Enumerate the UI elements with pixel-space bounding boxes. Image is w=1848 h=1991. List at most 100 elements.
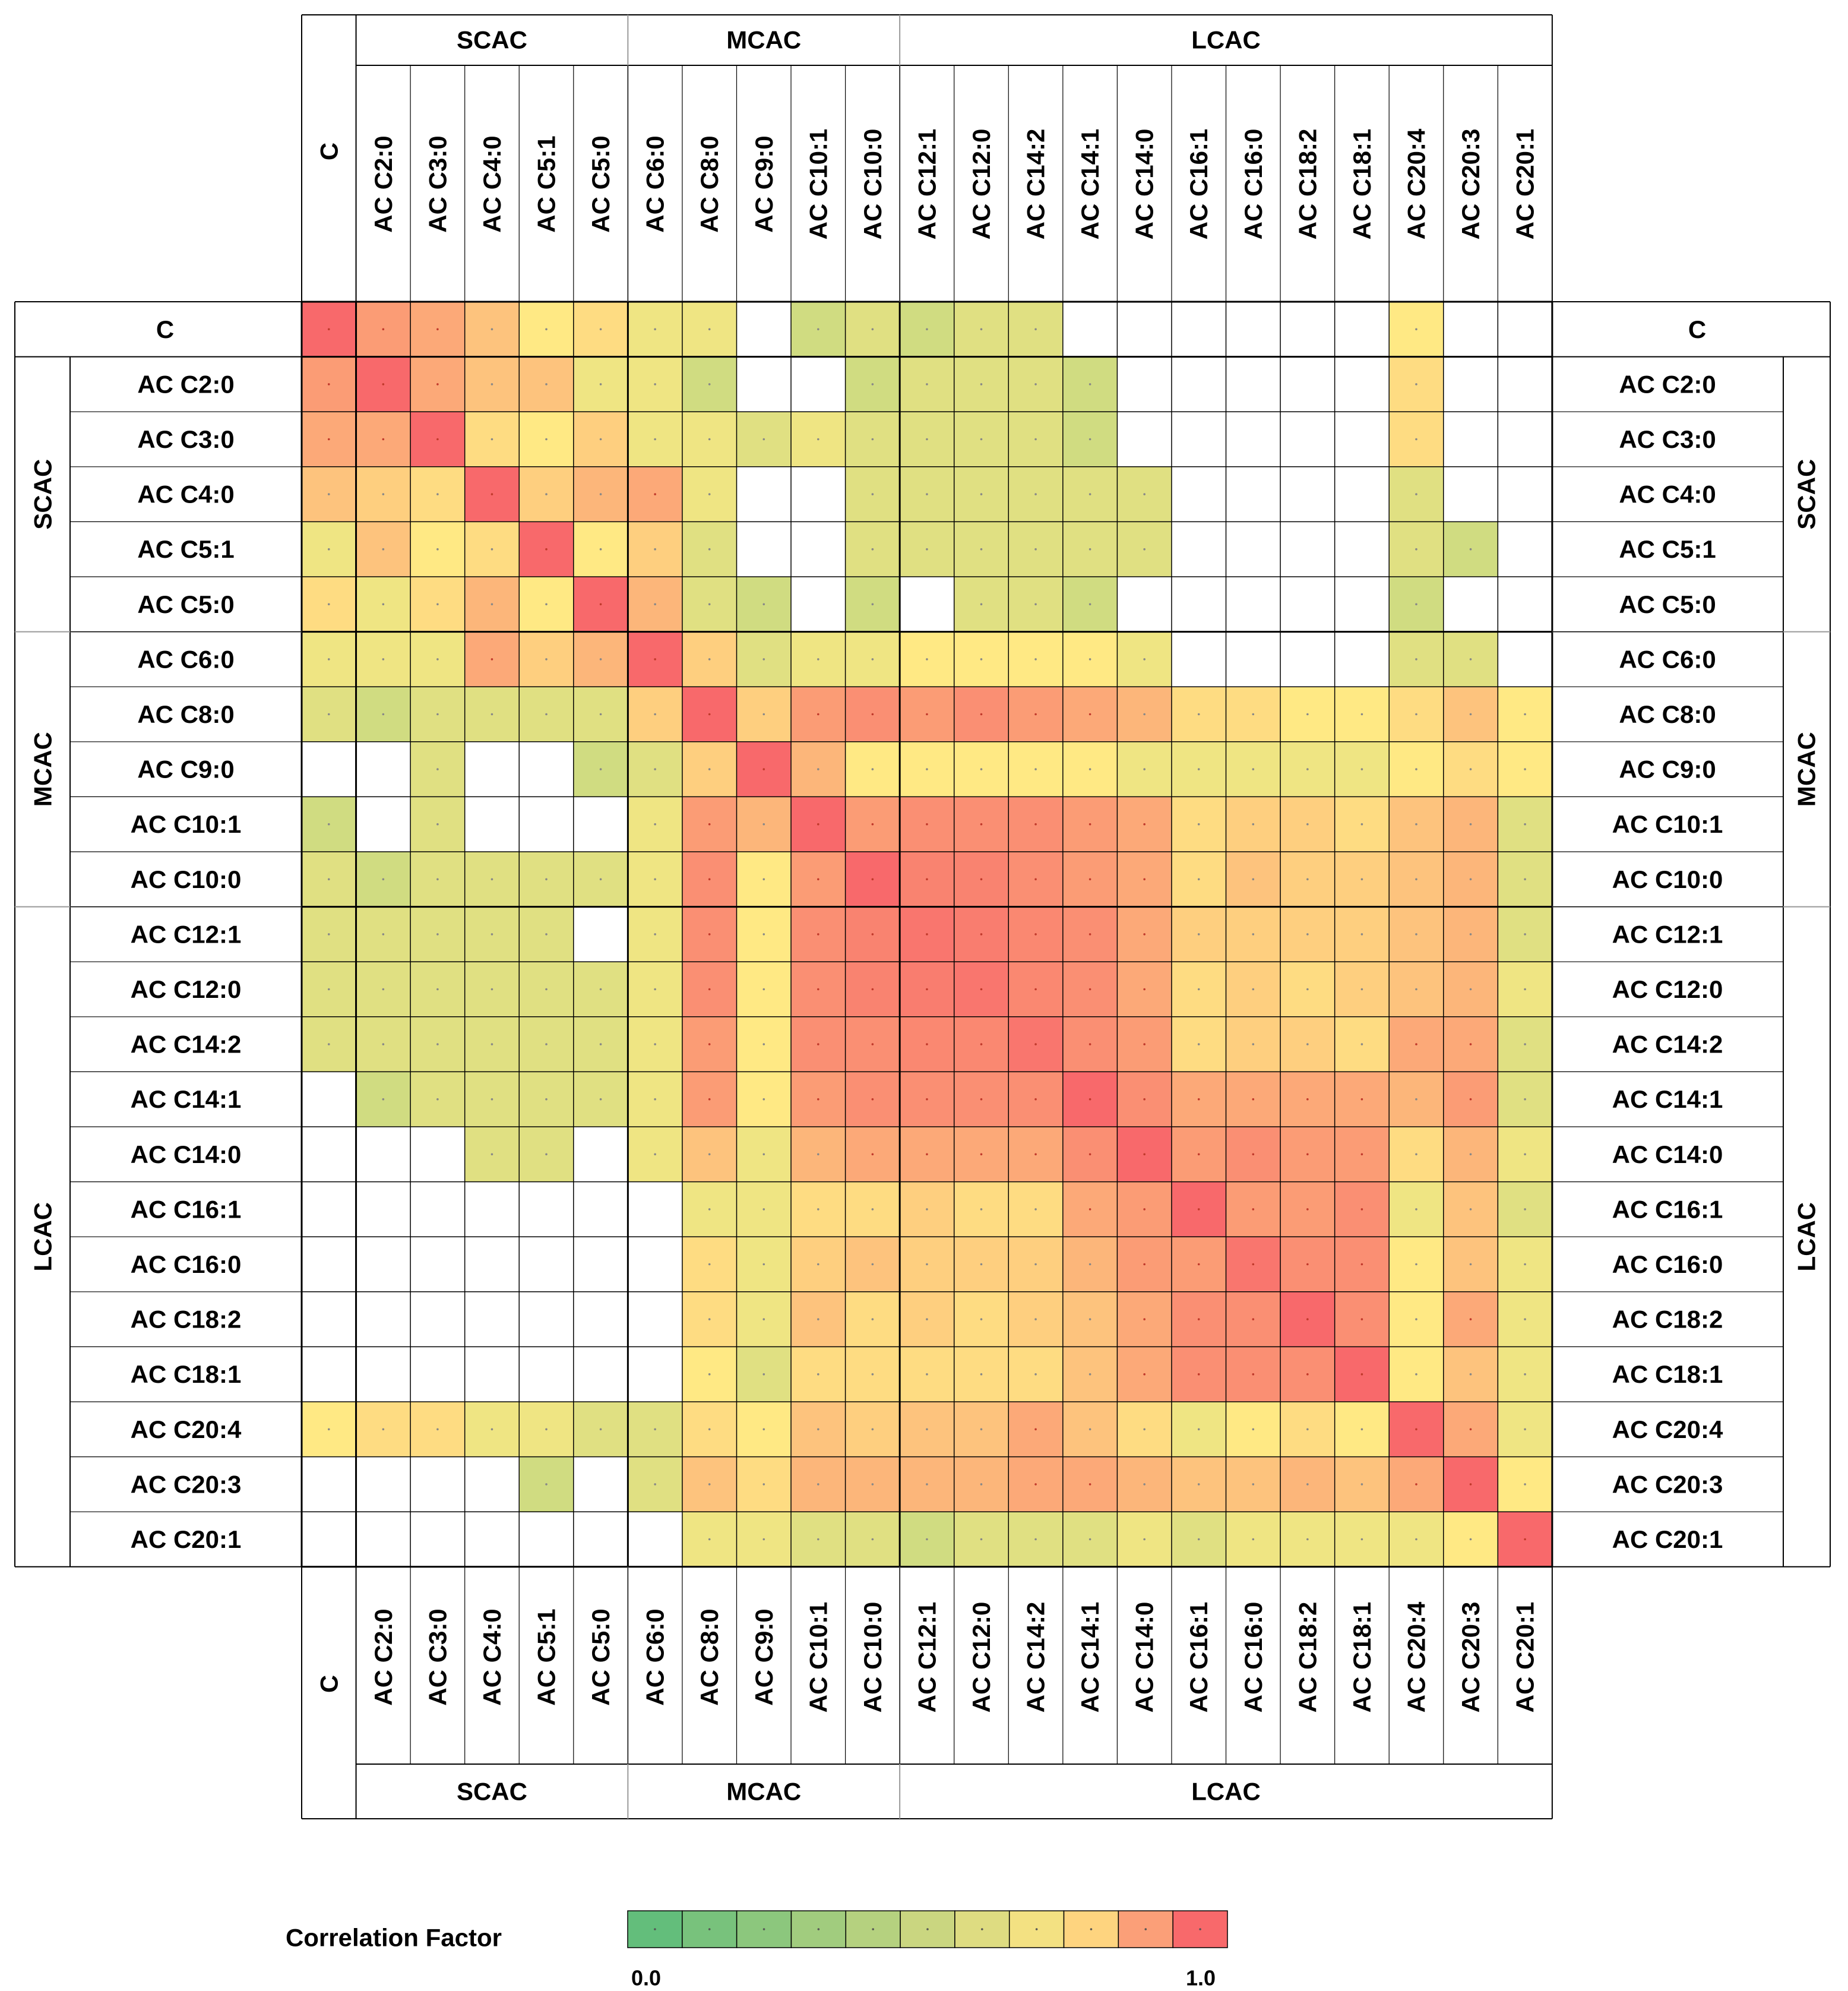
- cell-ac-c14-0-ac-c5-0: [573, 1127, 628, 1182]
- cell-dot: [1088, 768, 1091, 770]
- cell-ac-c20-3-ac-c3-0: [410, 1456, 465, 1512]
- heatmap-gridlines: [300, 301, 1553, 1568]
- cell-ac-c20-1-ac-c3-0: [410, 1512, 465, 1567]
- cell-dot: [708, 1483, 711, 1486]
- cell-dot: [545, 548, 548, 551]
- cell-dot: [1034, 1043, 1037, 1045]
- cell-dot: [654, 1428, 656, 1431]
- cell-dot: [708, 383, 711, 385]
- group-label-top-lcac: LCAC: [1191, 26, 1261, 54]
- legend-swatch-dot: [872, 1928, 874, 1930]
- cell-dot: [545, 713, 548, 716]
- cell-dot: [980, 1373, 983, 1376]
- legend-max-label: 1.0: [1186, 1966, 1216, 1990]
- cell-dot: [599, 548, 602, 551]
- cell-dot: [1524, 1098, 1526, 1101]
- cell-ac-c6-0-ac-c16-1: [1171, 631, 1226, 687]
- row-label-right-ac-c12-0: AC C12:0: [1612, 975, 1723, 1003]
- cell-dot: [1415, 823, 1417, 826]
- row-label-right-ac-c9-0: AC C9:0: [1619, 756, 1716, 783]
- cell-ac-c16-1-ac-c6-0: [628, 1181, 682, 1237]
- cell-dot: [654, 1043, 656, 1045]
- cell-dot: [1306, 1538, 1309, 1541]
- cell-dot: [436, 1043, 439, 1045]
- cell-dot: [1469, 1538, 1472, 1541]
- cell-dot: [817, 768, 819, 770]
- cell-dot: [817, 713, 819, 716]
- cell-dot: [1360, 1208, 1363, 1211]
- cell-dot: [382, 988, 385, 991]
- cell-dot: [491, 1098, 493, 1101]
- cell-c-ac-c20-3: [1443, 302, 1498, 357]
- cell-dot: [382, 383, 385, 385]
- cell-dot: [817, 1318, 819, 1320]
- cell-dot: [817, 988, 819, 991]
- legend-swatch-dot: [1090, 1928, 1093, 1930]
- cell-dot: [1088, 658, 1091, 660]
- cell-dot: [1524, 1318, 1526, 1320]
- cell-dot: [1306, 1483, 1309, 1486]
- cell-dot: [382, 1098, 385, 1101]
- cell-ac-c5-1-ac-c10-1: [791, 522, 846, 577]
- cell-dot: [1524, 823, 1526, 826]
- cell-dot: [1415, 988, 1417, 991]
- cell-dot: [1143, 1263, 1145, 1266]
- group-label-bottom-lcac: LCAC: [1191, 1778, 1261, 1806]
- cell-dot: [1034, 1263, 1037, 1266]
- cell-dot: [708, 1208, 711, 1211]
- cell-ac-c3-0-ac-c20-1: [1498, 412, 1552, 467]
- col-label-bottom-ac-c2-0: AC C2:0: [369, 1608, 397, 1705]
- cell-dot: [1306, 823, 1309, 826]
- cell-dot: [980, 1153, 983, 1156]
- cell-dot: [1252, 1208, 1255, 1211]
- cell-dot: [762, 1318, 765, 1320]
- cell-dot: [599, 988, 602, 991]
- cell-ac-c20-1-ac-c5-0: [573, 1512, 628, 1567]
- cell-dot: [599, 438, 602, 441]
- col-label-bottom-ac-c16-0: AC C16:0: [1239, 1602, 1267, 1713]
- cell-dot: [654, 438, 656, 441]
- cell-dot: [1524, 1428, 1526, 1431]
- cell-dot: [1143, 493, 1145, 495]
- col-label-top-ac-c9-0: AC C9:0: [750, 135, 778, 232]
- cell-dot: [1143, 1208, 1145, 1211]
- cell-dot: [1524, 1483, 1526, 1486]
- cell-dot: [817, 658, 819, 660]
- cell-dot: [1252, 1043, 1255, 1045]
- cell-dot: [382, 658, 385, 660]
- cell-dot: [1088, 1263, 1091, 1266]
- cell-dot: [654, 933, 656, 936]
- cell-dot: [327, 383, 330, 385]
- cell-dot: [545, 383, 548, 385]
- cell-dot: [980, 328, 983, 331]
- cell-dot: [980, 988, 983, 991]
- cell-dot: [1034, 1153, 1037, 1156]
- cell-dot: [327, 933, 330, 936]
- cell-dot: [1415, 933, 1417, 936]
- cell-dot: [708, 1373, 711, 1376]
- cell-ac-c5-0-ac-c10-1: [791, 577, 846, 632]
- cell-dot: [436, 548, 439, 551]
- cell-dot: [654, 1098, 656, 1101]
- cell-ac-c5-0-ac-c20-3: [1443, 577, 1498, 632]
- cell-dot: [762, 1208, 765, 1211]
- cell-dot: [1360, 1263, 1363, 1266]
- row-label-left-ac-c6-0: AC C6:0: [137, 645, 234, 673]
- legend-swatch: [954, 1910, 1010, 1948]
- row-label-left-ac-c9-0: AC C9:0: [137, 756, 234, 783]
- cell-dot: [599, 1043, 602, 1045]
- cell-dot: [762, 1043, 765, 1045]
- cell-dot: [382, 603, 385, 606]
- row-label-left-ac-c18-1: AC C18:1: [131, 1360, 242, 1388]
- cell-dot: [871, 878, 874, 881]
- cell-dot: [491, 878, 493, 881]
- cell-dot: [1469, 878, 1472, 881]
- cell-dot: [1034, 713, 1037, 716]
- cell-dot: [708, 1153, 711, 1156]
- cell-dot: [708, 1538, 711, 1541]
- cell-dot: [1088, 1428, 1091, 1431]
- row-label-left-ac-c12-0: AC C12:0: [131, 975, 242, 1003]
- cell-dot: [926, 493, 928, 495]
- cell-ac-c16-0-ac-c5-0: [573, 1237, 628, 1292]
- cell-dot: [817, 1098, 819, 1101]
